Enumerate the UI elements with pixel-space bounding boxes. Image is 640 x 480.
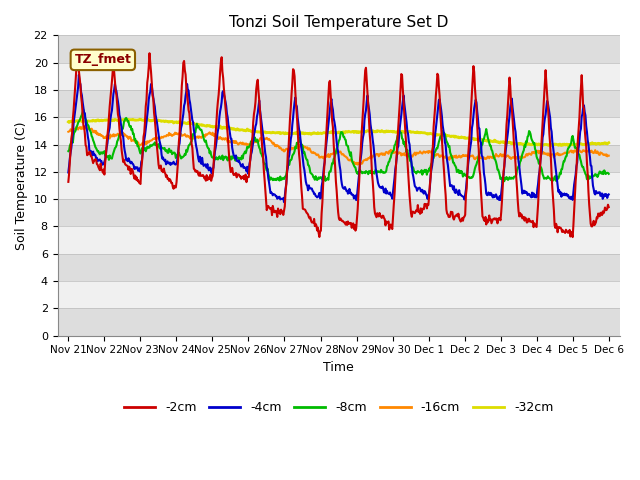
Bar: [58, 62, 620, 90]
Bar: [58, 281, 620, 308]
X-axis label: Time: Time: [323, 361, 354, 374]
Bar: [58, 117, 620, 144]
Legend: -2cm, -4cm, -8cm, -16cm, -32cm: -2cm, -4cm, -8cm, -16cm, -32cm: [119, 396, 558, 419]
Bar: [58, 199, 620, 227]
Bar: [58, 36, 620, 62]
Y-axis label: Soil Temperature (C): Soil Temperature (C): [15, 121, 28, 250]
Bar: [58, 227, 620, 254]
Bar: [58, 90, 620, 117]
Title: Tonzi Soil Temperature Set D: Tonzi Soil Temperature Set D: [229, 15, 448, 30]
Bar: [58, 308, 620, 336]
Text: TZ_fmet: TZ_fmet: [74, 53, 131, 66]
Bar: [58, 254, 620, 281]
Bar: [58, 144, 620, 172]
Bar: [58, 172, 620, 199]
